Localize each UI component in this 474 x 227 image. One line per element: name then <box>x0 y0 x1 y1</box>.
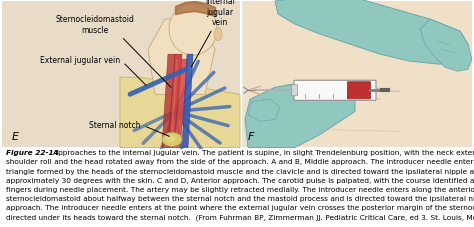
Text: Sternal notch: Sternal notch <box>89 120 169 137</box>
Polygon shape <box>275 0 468 65</box>
Ellipse shape <box>214 28 222 42</box>
FancyBboxPatch shape <box>347 82 371 99</box>
FancyBboxPatch shape <box>292 85 298 96</box>
Text: directed under its heads toward the sternal notch.  (From Fuhrman BP, Zimmerman : directed under its heads toward the ster… <box>6 213 474 220</box>
Text: Sternocleidomastoid
muscle: Sternocleidomastoid muscle <box>55 15 171 88</box>
Polygon shape <box>148 20 215 95</box>
Polygon shape <box>170 60 178 148</box>
FancyBboxPatch shape <box>2 2 240 148</box>
Text: sternocleidomastoid about halfway between the sternal notch and the mastoid proc: sternocleidomastoid about halfway betwee… <box>6 195 474 201</box>
Text: Approaches to the internal jugular vein. The patient is supine, in slight Trende: Approaches to the internal jugular vein.… <box>46 150 474 155</box>
Ellipse shape <box>162 133 182 147</box>
Polygon shape <box>248 100 280 122</box>
Polygon shape <box>120 78 240 148</box>
FancyBboxPatch shape <box>244 2 472 148</box>
Polygon shape <box>162 55 175 148</box>
FancyBboxPatch shape <box>294 81 376 101</box>
Text: approach. The introducer needle enters at the point where the external jugular v: approach. The introducer needle enters a… <box>6 204 474 210</box>
Text: triangle formed by the heads of the sternocleidomastoid muscle and the clavicle : triangle formed by the heads of the ster… <box>6 168 474 174</box>
Ellipse shape <box>169 4 217 56</box>
Text: External jugular vein: External jugular vein <box>40 55 146 86</box>
Polygon shape <box>420 20 472 72</box>
Polygon shape <box>245 82 355 148</box>
Polygon shape <box>174 60 188 148</box>
Text: shoulder roll and the head rotated away from the side of the approach. A and B, : shoulder roll and the head rotated away … <box>6 159 474 165</box>
Text: E: E <box>12 132 19 142</box>
Polygon shape <box>168 55 182 148</box>
Text: Figure 22-14: Figure 22-14 <box>6 150 58 155</box>
Text: F: F <box>248 132 255 142</box>
Text: fingers during needle placement. The artery may be slightly retracted medially. : fingers during needle placement. The art… <box>6 186 474 192</box>
Ellipse shape <box>165 135 175 142</box>
FancyBboxPatch shape <box>242 2 472 148</box>
Text: Internal
jugular
vein: Internal jugular vein <box>191 0 235 67</box>
Text: approximately 30 degrees with the skin. C and D, Anterior approach. The carotid : approximately 30 degrees with the skin. … <box>6 177 474 183</box>
Polygon shape <box>182 55 193 148</box>
